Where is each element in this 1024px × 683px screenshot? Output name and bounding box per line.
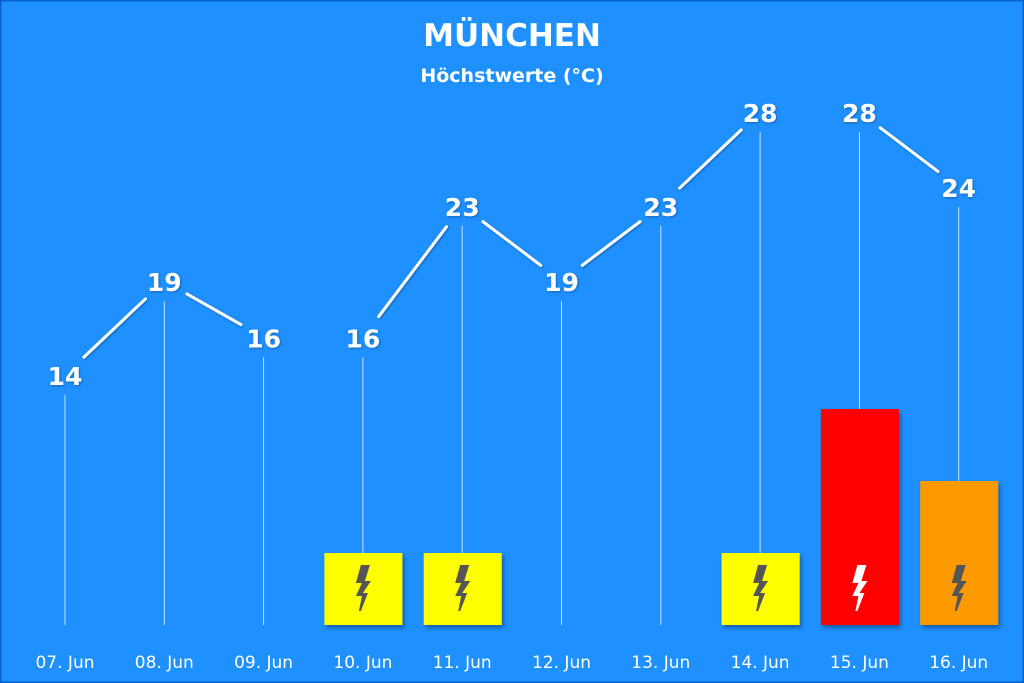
data-label: 16 (346, 324, 381, 353)
data-label: 19 (147, 268, 182, 297)
value-labels: 14 19 16 16 23 19 23 28 28 24 (48, 99, 976, 391)
warning-bar (920, 481, 999, 625)
line-segment (82, 297, 147, 359)
x-tick-label: 14. Jun (731, 653, 790, 673)
data-label: 16 (246, 324, 281, 353)
data-label: 28 (842, 99, 877, 128)
x-tick-label: 11. Jun (433, 653, 492, 673)
lightning-bolt-icon (455, 565, 471, 611)
warning-bar (721, 553, 800, 625)
lightning-bolt-icon (852, 565, 868, 611)
x-tick-label: 16. Jun (929, 653, 988, 673)
data-label: 19 (544, 268, 579, 297)
data-label: 23 (643, 193, 678, 222)
x-tick-label: 13. Jun (631, 653, 690, 673)
data-label: 14 (48, 362, 83, 391)
x-axis-tick-labels: 07. Jun 08. Jun 09. Jun 10. Jun 11. Jun 12. J… (35, 653, 988, 673)
temperature-line (82, 110, 940, 359)
line-segment (678, 128, 743, 190)
line-segment (377, 225, 449, 319)
warning-bar-rect (820, 409, 899, 625)
chart-title: MÜNCHEN (423, 17, 601, 54)
x-tick-label: 09. Jun (234, 653, 293, 673)
chart-subtitle: Höchstwerte (°C) (420, 65, 603, 87)
lightning-bolt-icon (951, 565, 967, 611)
warning-bar (820, 409, 899, 625)
warning-bars (324, 409, 999, 625)
x-tick-label: 12. Jun (532, 653, 591, 673)
x-tick-label: 08. Jun (135, 653, 194, 673)
x-tick-label: 10. Jun (333, 653, 392, 673)
data-label: 28 (743, 99, 778, 128)
x-tick-label: 07. Jun (35, 653, 94, 673)
data-label: 24 (941, 174, 976, 203)
lightning-bolt-icon (753, 565, 769, 611)
warning-bar (324, 553, 403, 625)
line-segment (185, 292, 243, 327)
warning-bar (423, 553, 502, 625)
line-segment (878, 126, 940, 173)
lightning-bolt-icon (355, 565, 371, 611)
data-label: 23 (445, 193, 480, 222)
x-tick-label: 15. Jun (830, 653, 889, 673)
line-segment (580, 220, 642, 267)
line-segment (481, 220, 543, 267)
